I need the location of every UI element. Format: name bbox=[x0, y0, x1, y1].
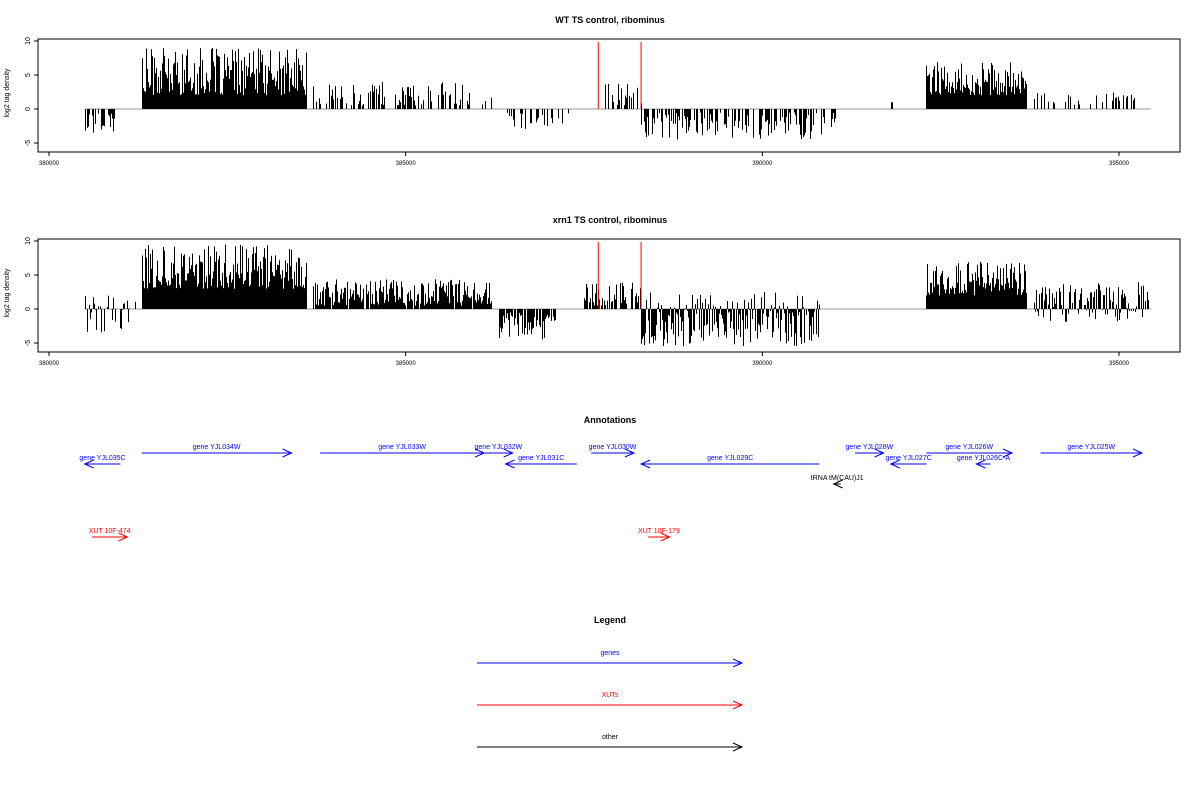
arrow-head-icon bbox=[624, 448, 636, 458]
x-tick-label: 380000 bbox=[39, 361, 60, 367]
legend-label: XUTs bbox=[602, 692, 619, 699]
x-tick-label: 395000 bbox=[1109, 361, 1130, 367]
y-axis-label-wt: log2 tag density bbox=[4, 68, 11, 118]
plot-frame-xrn1 bbox=[37, 238, 1181, 353]
arrow-head-icon bbox=[504, 459, 515, 469]
y-axis-xrn1: -5 0 5 10 bbox=[25, 237, 38, 346]
bars-xrn1 bbox=[84, 244, 1152, 347]
y-tick-label: 10 bbox=[25, 37, 32, 45]
arrow-head-icon bbox=[832, 479, 843, 489]
annotation-feature: tRNA tM(CAU)J1 bbox=[811, 475, 864, 489]
feature-label: gene YJL029C bbox=[707, 455, 753, 462]
arrow-head-icon bbox=[503, 448, 514, 458]
annotation-feature: gene YJL031C bbox=[504, 455, 577, 469]
marker-lines-wt bbox=[597, 42, 642, 109]
arrow-head-icon bbox=[874, 448, 885, 458]
arrow-head-icon bbox=[732, 658, 744, 668]
arrow-head-icon bbox=[118, 532, 129, 542]
y-tick-label: 0 bbox=[25, 307, 32, 311]
panel-title-wt: WT TS control, ribominus bbox=[555, 15, 665, 25]
annotation-feature: gene YJL030W bbox=[589, 444, 637, 458]
annotation-feature: gene YJL027C bbox=[885, 455, 932, 469]
feature-label: gene YJL031C bbox=[518, 455, 564, 462]
x-tick-label: 395000 bbox=[1109, 161, 1130, 167]
annotation-feature: gene YJL029C bbox=[639, 455, 820, 469]
x-tick-label: 390000 bbox=[752, 361, 773, 367]
y-axis-wt: -5 0 5 10 bbox=[25, 37, 38, 146]
legend-item: other bbox=[477, 734, 744, 752]
annotation-feature: gene YJL026C-A bbox=[957, 455, 1011, 469]
legend-label: genes bbox=[600, 650, 620, 657]
panel-title-xrn1: xrn1 TS control, ribominus bbox=[553, 215, 668, 225]
feature-label: gene YJL026C-A bbox=[957, 455, 1011, 462]
arrow-head-icon bbox=[1132, 448, 1144, 458]
arrow-head-icon bbox=[639, 459, 651, 469]
y-axis-label-xrn1: log2 tag density bbox=[4, 268, 11, 318]
panel-wt: WT TS control, ribominus log2 tag densit… bbox=[4, 15, 1181, 167]
feature-label: gene YJL032W bbox=[475, 444, 523, 451]
arrow-head-icon bbox=[732, 742, 744, 752]
arrow-head-icon bbox=[83, 459, 94, 469]
annotation-feature: gene YJL034W bbox=[141, 444, 293, 458]
y-tick-label: 5 bbox=[25, 73, 32, 77]
annotation-feature: XUT 10F-179 bbox=[638, 528, 680, 542]
y-tick-label: -5 bbox=[25, 340, 32, 346]
feature-label: XUT 10F-474 bbox=[89, 528, 131, 535]
panel-xrn1: xrn1 TS control, ribominus log2 tag dens… bbox=[4, 215, 1181, 367]
legend-title: Legend bbox=[594, 615, 626, 625]
arrow-head-icon bbox=[660, 532, 671, 542]
marker-lines-xrn1 bbox=[597, 242, 642, 309]
feature-label: gene YJL030W bbox=[589, 444, 637, 451]
arrow-head-icon bbox=[282, 448, 293, 458]
x-tick-label: 390000 bbox=[752, 161, 773, 167]
annotation-feature: gene YJL033W bbox=[320, 444, 486, 458]
y-tick-label: 10 bbox=[25, 237, 32, 245]
legend-items: genes XUTs other bbox=[477, 650, 744, 752]
feature-label: gene YJL034W bbox=[193, 444, 241, 451]
feature-label: tRNA tM(CAU)J1 bbox=[811, 475, 864, 482]
arrow-head-icon bbox=[975, 459, 986, 469]
arrow-head-icon bbox=[732, 700, 744, 710]
annotation-feature: XUT 10F-474 bbox=[89, 528, 131, 542]
plot-frame-wt bbox=[37, 38, 1181, 153]
feature-label: gene YJL027C bbox=[885, 455, 931, 462]
feature-label: gene YJL026W bbox=[945, 444, 993, 451]
feature-label: XUT 10F-179 bbox=[638, 528, 680, 535]
legend: Legend genes XUTs other bbox=[477, 615, 744, 752]
bars-wt bbox=[84, 47, 1152, 140]
x-axis-wt: 380000 385000 390000 395000 bbox=[39, 152, 1130, 167]
annotation-feature: gene YJL032W bbox=[475, 444, 523, 458]
legend-label: other bbox=[602, 734, 619, 741]
annotations-title: Annotations bbox=[584, 415, 637, 425]
x-tick-label: 385000 bbox=[396, 361, 417, 367]
feature-label: gene YJL035C bbox=[79, 455, 125, 462]
annotation-feature: gene YJL026W bbox=[926, 444, 1014, 458]
y-tick-label: 5 bbox=[25, 273, 32, 277]
annotation-feature: gene YJL035C bbox=[79, 455, 126, 469]
y-tick-label: -5 bbox=[25, 140, 32, 146]
feature-label: gene YJL028W bbox=[845, 444, 893, 451]
x-tick-label: 380000 bbox=[39, 161, 60, 167]
legend-item: XUTs bbox=[477, 692, 744, 710]
x-tick-label: 385000 bbox=[396, 161, 417, 167]
annotation-features: gene YJL035C gene YJL034W gene YJL033W gene… bbox=[79, 444, 1144, 542]
arrow-head-icon bbox=[1002, 448, 1014, 458]
feature-label: gene YJL033W bbox=[378, 444, 426, 451]
legend-item: genes bbox=[477, 650, 744, 668]
annotation-feature: gene YJL025W bbox=[1040, 444, 1144, 458]
y-tick-label: 0 bbox=[25, 107, 32, 111]
x-axis-xrn1: 380000 385000 390000 395000 bbox=[39, 352, 1130, 367]
feature-label: gene YJL025W bbox=[1067, 444, 1115, 451]
annotation-feature: gene YJL028W bbox=[845, 444, 894, 458]
arrow-head-icon bbox=[889, 459, 900, 469]
